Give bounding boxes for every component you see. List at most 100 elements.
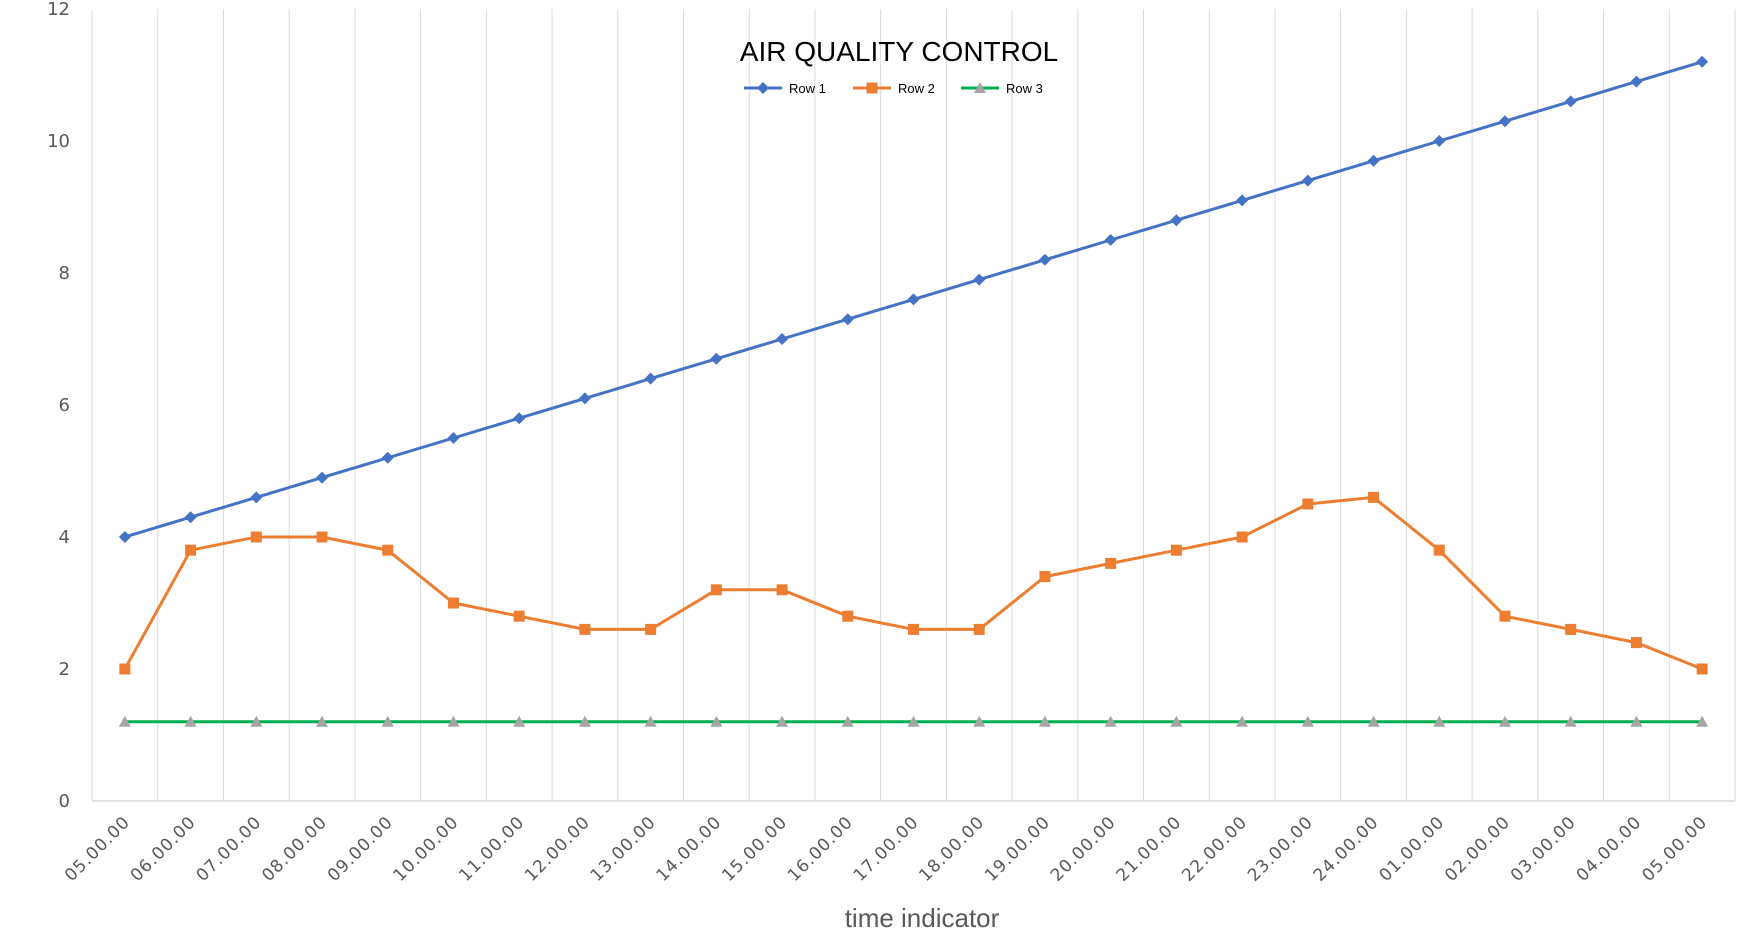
data-point <box>1170 715 1183 727</box>
data-point <box>185 544 197 556</box>
x-axis-title: time indicator <box>845 903 1000 931</box>
x-axis: 05.00.0006.00.0007.00.0008.00.0009.00.00… <box>61 812 1712 885</box>
data-point <box>578 715 591 727</box>
data-point <box>250 715 263 727</box>
data-point <box>1696 663 1708 675</box>
data-point <box>184 511 197 524</box>
data-point <box>1236 715 1249 727</box>
x-tick-label: 21.00.00 <box>1113 812 1186 885</box>
data-point <box>907 293 920 306</box>
data-point <box>316 471 329 484</box>
x-tick-label: 10.00.00 <box>390 812 463 885</box>
legend-label: Row 3 <box>1006 81 1043 96</box>
data-point <box>907 715 920 727</box>
x-tick-label: 17.00.00 <box>850 812 923 885</box>
data-point <box>1433 135 1446 147</box>
x-tick-label: 23.00.00 <box>1244 812 1317 885</box>
data-point <box>447 432 460 444</box>
x-tick-label: 20.00.00 <box>1047 812 1120 885</box>
data-point <box>1039 571 1051 583</box>
data-point <box>381 715 394 727</box>
data-point <box>1105 557 1117 569</box>
x-tick-label: 05.00.00 <box>1638 812 1711 885</box>
data-point <box>1367 154 1380 167</box>
data-point <box>1104 234 1117 246</box>
data-point <box>710 584 722 596</box>
data-point <box>1565 623 1577 635</box>
data-point <box>776 584 788 596</box>
gridlines <box>91 9 1736 802</box>
data-point <box>118 715 131 727</box>
legend-item-1: Row 1 <box>744 81 826 96</box>
legend-item-3: Row 3 <box>961 81 1043 96</box>
data-point <box>184 715 197 727</box>
data-point <box>645 623 657 635</box>
data-point <box>1170 214 1183 227</box>
x-tick-label: 06.00.00 <box>127 812 200 885</box>
data-point <box>513 412 526 425</box>
data-point <box>1433 544 1445 556</box>
data-point <box>1564 715 1577 727</box>
data-point <box>973 715 986 727</box>
data-point <box>447 715 460 727</box>
series-3 <box>118 715 1709 727</box>
x-tick-label: 09.00.00 <box>324 812 397 885</box>
data-point <box>1630 637 1642 649</box>
legend-marker <box>757 82 769 94</box>
data-point <box>1696 55 1709 68</box>
x-tick-label: 08.00.00 <box>258 812 331 885</box>
data-point <box>973 273 986 286</box>
data-point <box>1433 715 1446 727</box>
data-point <box>1301 174 1314 187</box>
data-point <box>1499 610 1511 622</box>
data-point <box>1630 75 1643 88</box>
chart-title: AIR QUALITY CONTROL <box>740 36 1058 67</box>
data-point <box>644 372 657 385</box>
x-tick-label: 11.00.00 <box>455 812 528 885</box>
data-point <box>579 623 591 635</box>
data-point <box>973 623 985 635</box>
data-point <box>578 392 591 405</box>
x-tick-label: 01.00.00 <box>1375 812 1448 885</box>
legend-label: Row 2 <box>898 81 935 96</box>
data-point <box>1302 498 1314 510</box>
data-point <box>776 333 789 345</box>
data-point <box>118 531 131 543</box>
x-tick-label: 24.00.00 <box>1310 812 1383 885</box>
legend-label: Row 1 <box>789 81 826 96</box>
x-tick-label: 05.00.00 <box>61 812 134 885</box>
x-tick-label: 04.00.00 <box>1573 812 1646 885</box>
x-tick-label: 12.00.00 <box>521 812 594 885</box>
data-point <box>1498 715 1511 727</box>
data-point <box>1038 253 1051 266</box>
data-point <box>1104 715 1117 727</box>
y-tick-label: 8 <box>59 263 70 284</box>
data-point <box>1368 491 1380 503</box>
data-point <box>381 451 394 464</box>
data-point <box>382 544 394 556</box>
x-tick-label: 07.00.00 <box>193 812 266 885</box>
y-tick-label: 2 <box>59 659 70 680</box>
y-tick-label: 12 <box>47 0 70 20</box>
x-tick-label: 02.00.00 <box>1441 812 1514 885</box>
series-group <box>118 55 1709 727</box>
data-point <box>644 715 657 727</box>
data-point <box>250 491 263 504</box>
data-point <box>1498 115 1511 128</box>
data-point <box>842 610 854 622</box>
data-point <box>710 715 723 727</box>
x-tick-label: 18.00.00 <box>915 812 988 885</box>
x-tick-label: 16.00.00 <box>784 812 857 885</box>
data-point <box>1038 715 1051 727</box>
data-point <box>447 597 459 609</box>
data-point <box>710 352 723 365</box>
legend-item-2: Row 2 <box>853 81 935 96</box>
data-point <box>908 623 919 635</box>
data-point <box>513 715 526 727</box>
x-tick-label: 03.00.00 <box>1507 812 1580 885</box>
data-point <box>119 663 131 675</box>
data-point <box>1367 715 1380 727</box>
data-point <box>841 313 854 326</box>
data-point <box>250 531 262 543</box>
